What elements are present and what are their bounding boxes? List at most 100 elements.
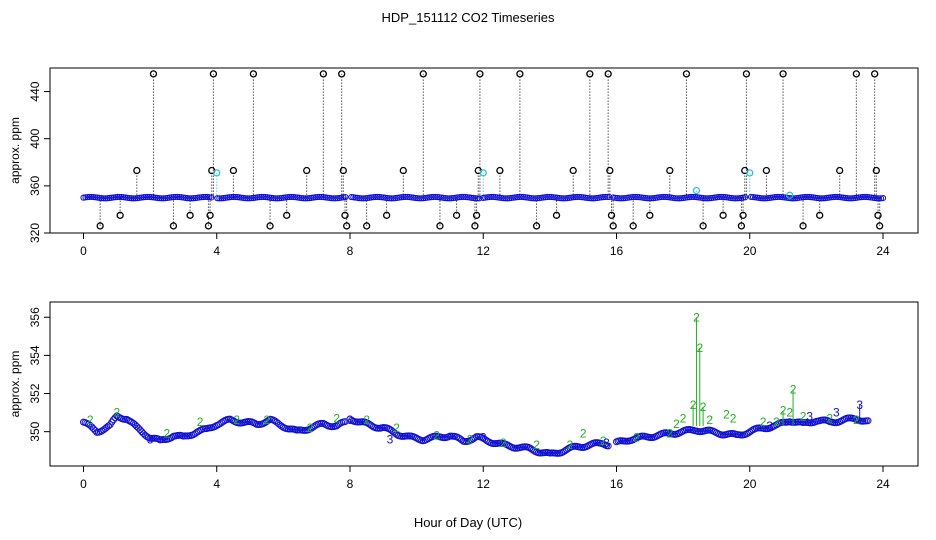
baseline-point (144, 193, 151, 201)
outlier-point (169, 222, 178, 230)
baseline-point (446, 195, 453, 202)
baseline-point (88, 193, 95, 201)
baseline-point (516, 193, 523, 201)
outlier-point (646, 211, 654, 219)
baseline-point (634, 193, 641, 201)
baseline-point (404, 193, 411, 201)
baseline-point (576, 193, 583, 201)
baseline-point (132, 195, 139, 202)
baseline-point (298, 194, 305, 202)
baseline-point (156, 195, 163, 202)
baseline-point (859, 193, 867, 201)
baseline-point (428, 194, 435, 201)
outlier-point (569, 166, 577, 175)
baseline-point (214, 195, 221, 202)
baseline-point (288, 193, 295, 201)
outlier-point (266, 222, 274, 230)
outlier-point (338, 70, 346, 78)
series-3-point: 3 (806, 409, 813, 423)
baseline-point (763, 195, 771, 202)
secondary-point (479, 169, 487, 177)
outlier-point (206, 211, 214, 219)
baseline-point (801, 193, 809, 201)
baseline-point (86, 193, 93, 201)
outlier-point (876, 222, 884, 230)
baseline-point (678, 195, 685, 202)
y-axis-label: approx. ppm (8, 117, 22, 184)
outlier-point (699, 222, 707, 230)
outlier-point (149, 70, 158, 78)
baseline-point (104, 195, 111, 202)
outlier-point (666, 166, 674, 175)
series-1-point (111, 414, 119, 422)
baseline-point (759, 195, 767, 202)
baseline-point (829, 193, 837, 201)
baseline-point (747, 193, 755, 201)
baseline-point (146, 193, 153, 201)
chart-title: HDP_151112 CO2 Timeseries (381, 10, 555, 25)
series-1-point (864, 417, 872, 425)
baseline-point (172, 193, 179, 201)
baseline-point (648, 195, 655, 202)
baseline-point (116, 193, 123, 201)
outlier-point (799, 222, 807, 230)
baseline-point (90, 193, 97, 201)
outlier-point (496, 166, 504, 175)
baseline-point (558, 195, 565, 202)
outlier-point (116, 211, 124, 219)
baseline-point (688, 193, 695, 201)
baseline-point (84, 193, 91, 201)
baseline-point (815, 195, 823, 202)
baseline-point (490, 193, 497, 201)
baseline-point (472, 195, 479, 202)
baseline-point (849, 195, 857, 202)
baseline-point (544, 193, 551, 201)
series-2-point: 2 (693, 310, 700, 324)
series-2-point: 2 (800, 409, 807, 423)
baseline-point (474, 195, 481, 202)
x-tick-label: 16 (610, 244, 624, 258)
baseline-point (414, 195, 421, 202)
series-1-point (604, 442, 612, 450)
x-tick-label: 4 (213, 477, 220, 491)
baseline-point (686, 194, 693, 201)
x-tick-label: 24 (876, 244, 890, 258)
baseline-point (390, 195, 397, 202)
outlier-point (452, 211, 461, 219)
outlier-point (871, 70, 879, 78)
y-tick-label: 350 (28, 421, 42, 441)
series-3-point: 3 (833, 406, 840, 420)
baseline-point (628, 194, 635, 201)
baseline-point (232, 193, 239, 201)
baseline-point (727, 194, 735, 202)
baseline-point (775, 193, 783, 201)
baseline-point (672, 195, 679, 202)
baseline-point (290, 193, 297, 201)
baseline-point (863, 193, 871, 201)
baseline-point (484, 194, 491, 201)
top-panel: 0 4 8 12 16 20 24 320 360 400 440 approx. ppm (8, 67, 919, 258)
baseline-point (586, 195, 593, 202)
outlier-point (382, 211, 391, 219)
outlier-point (186, 211, 194, 219)
baseline-point (502, 195, 509, 202)
baseline-point (230, 193, 237, 201)
baseline-point (384, 194, 391, 202)
baseline-point (562, 195, 569, 202)
baseline-point (530, 195, 537, 202)
baseline-point (642, 194, 649, 202)
series-2-point: 2 (666, 427, 673, 441)
series-2-point: 2 (163, 427, 170, 441)
baseline-point (190, 195, 197, 202)
baseline-point (602, 193, 609, 201)
baseline-point (714, 194, 721, 201)
outlier-point (609, 222, 617, 230)
baseline-point (646, 195, 653, 202)
baseline-point (720, 193, 727, 201)
outlier-point (341, 211, 349, 219)
x-tick-label: 8 (347, 477, 354, 491)
baseline-point (458, 193, 465, 201)
baseline-point (262, 193, 269, 201)
y-tick-label: 356 (28, 307, 42, 327)
outlier-point (852, 70, 860, 78)
